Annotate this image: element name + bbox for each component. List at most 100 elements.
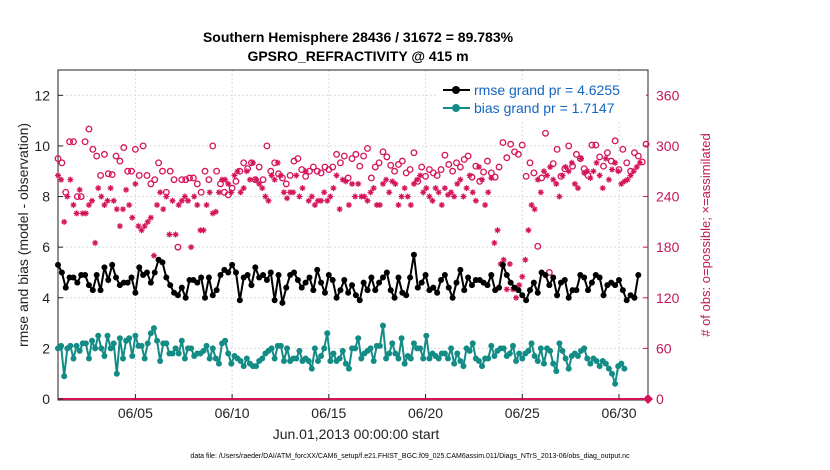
- obs-possible-point: [93, 152, 101, 160]
- obs-assimilated-point: [206, 189, 213, 196]
- series-point-1: [352, 345, 359, 352]
- obs-assimilated-point: [358, 193, 365, 200]
- obs-assimilated-point: [531, 206, 538, 213]
- obs-possible-point: [449, 167, 457, 175]
- series-point-0: [163, 274, 170, 281]
- series-point-1: [206, 355, 213, 362]
- x-tick-label: 06/30: [601, 405, 636, 421]
- obs-possible-point: [445, 161, 453, 168]
- obs-assimilated-point: [503, 286, 510, 293]
- series-point-1: [144, 340, 151, 347]
- obs-possible-point: [340, 152, 348, 160]
- obs-possible-point: [572, 150, 580, 158]
- series-point-1: [417, 345, 424, 352]
- series-point-1: [389, 340, 396, 347]
- series-point-1: [73, 342, 80, 349]
- obs-assimilated-point: [321, 189, 328, 196]
- obs-possible-point: [619, 145, 627, 153]
- series-point-0: [279, 299, 286, 306]
- series-point-0: [542, 271, 549, 278]
- obs-possible-point: [81, 138, 89, 146]
- series-point-1: [314, 358, 321, 365]
- obs-possible-point: [480, 168, 488, 176]
- obs-assimilated-point: [404, 193, 411, 200]
- series-point-1: [141, 355, 148, 362]
- obs-possible-point: [526, 159, 534, 167]
- series-point-1: [129, 352, 136, 359]
- series-point-1: [444, 355, 451, 362]
- series-point-1: [485, 355, 492, 362]
- obs-assimilated-point: [469, 189, 476, 196]
- y-tick-label: 4: [42, 290, 50, 306]
- obs-assimilated-point: [209, 210, 216, 217]
- series-point-0: [600, 292, 607, 299]
- series-point-0: [376, 279, 383, 286]
- obs-assimilated-point: [172, 231, 179, 238]
- obs-possible-point: [131, 145, 139, 153]
- series-point-0: [260, 271, 267, 278]
- obs-assimilated-point: [169, 197, 176, 204]
- obs-possible-point: [522, 172, 530, 180]
- obs-assimilated-point: [110, 197, 117, 204]
- series-point-1: [327, 358, 334, 365]
- obs-assimilated-point: [602, 155, 609, 162]
- obs-assimilated-point: [395, 201, 402, 208]
- series-point-1: [318, 352, 325, 359]
- obs-assimilated-point: [222, 176, 229, 183]
- obs-assimilated-point: [609, 166, 616, 173]
- series-point-1: [132, 332, 139, 339]
- series-point-1: [540, 360, 547, 367]
- obs-assimilated-point: [76, 186, 83, 193]
- obs-assimilated-point: [454, 180, 461, 187]
- obs-possible-point: [642, 140, 650, 148]
- series-point-0: [283, 284, 290, 291]
- obs-assimilated-point: [568, 159, 575, 166]
- series-point-0: [453, 279, 460, 286]
- obs-assimilated-point: [457, 176, 464, 183]
- obs-possible-point: [189, 174, 197, 182]
- obs-assimilated-point: [237, 189, 244, 196]
- obs-assimilated-point: [126, 201, 133, 208]
- obs-assimilated-point: [330, 185, 337, 192]
- obs-assimilated-point: [184, 197, 191, 204]
- obs-assimilated-point: [274, 159, 281, 166]
- obs-assimilated-point: [429, 197, 436, 204]
- series-point-1: [562, 355, 569, 362]
- obs-assimilated-point: [559, 172, 566, 179]
- series-point-1: [277, 342, 284, 349]
- obs-possible-point: [170, 176, 178, 184]
- series-point-0: [619, 287, 626, 294]
- series-point-1: [61, 373, 68, 380]
- series-point-1: [605, 365, 612, 372]
- series-point-0: [74, 279, 81, 286]
- series-point-1: [336, 355, 343, 362]
- obs-possible-point: [518, 141, 526, 149]
- series-point-0: [298, 284, 305, 291]
- series-point-0: [434, 289, 441, 296]
- obs-assimilated-point: [98, 193, 105, 200]
- obs-assimilated-point: [277, 172, 284, 179]
- series-point-0: [252, 264, 259, 271]
- series-point-1: [407, 355, 414, 362]
- series-point-0: [449, 294, 456, 301]
- obs-assimilated-point: [314, 197, 321, 204]
- grid-lines: [58, 70, 648, 399]
- obs-assimilated-point: [574, 185, 581, 192]
- y-right-tick-label: 300: [656, 138, 680, 154]
- series-point-0: [414, 284, 421, 291]
- obs-assimilated-point: [410, 180, 417, 187]
- obs-assimilated-point: [528, 201, 535, 208]
- series-point-1: [596, 363, 603, 370]
- series-point-1: [392, 350, 399, 357]
- obs-assimilated-point: [147, 214, 154, 221]
- series-point-1: [376, 342, 383, 349]
- obs-assimilated-point: [636, 159, 643, 166]
- obs-assimilated-point: [581, 169, 588, 176]
- obs-assimilated-point: [79, 210, 86, 217]
- obs-assimilated-point: [565, 168, 572, 175]
- obs-assimilated-point: [333, 172, 340, 179]
- series-point-1: [516, 350, 523, 357]
- y-tick-label: 0: [42, 391, 50, 407]
- obs-possible-point: [317, 169, 325, 177]
- obs-assimilated-point: [519, 273, 526, 280]
